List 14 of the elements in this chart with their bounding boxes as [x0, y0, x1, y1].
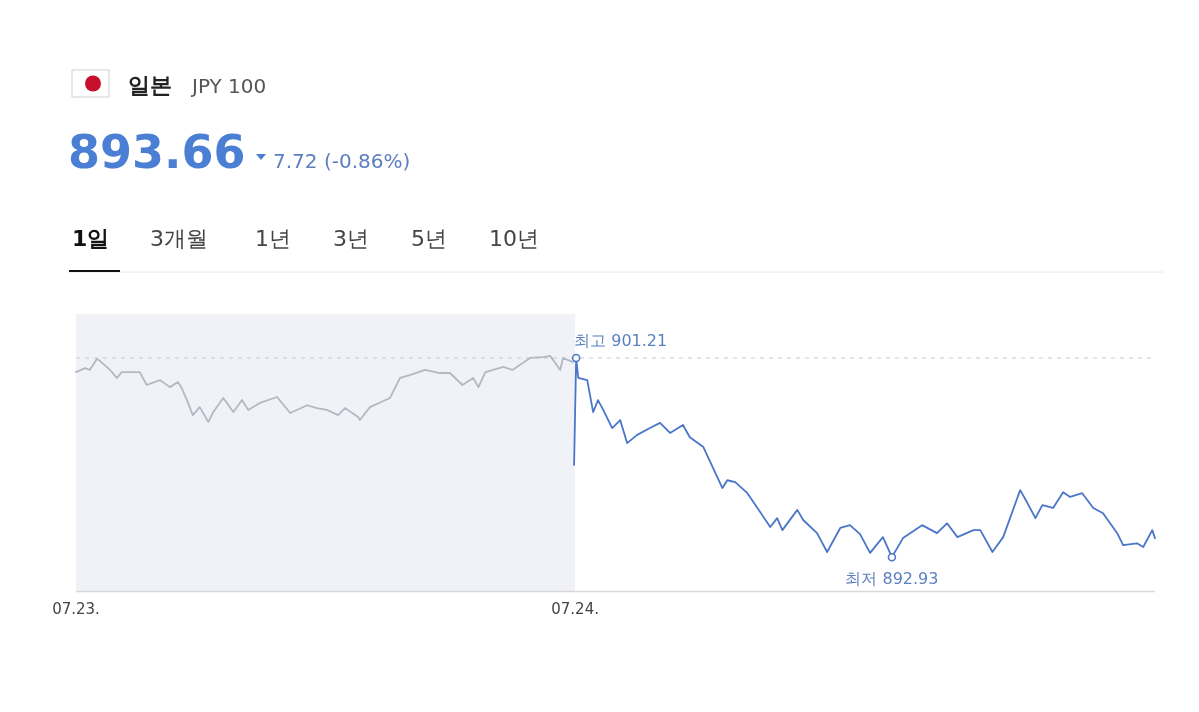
- text: 1년: [255, 226, 291, 251]
- annotation: 최고 901.21: [574, 330, 668, 350]
- text: 893.66: [68, 125, 246, 179]
- text: 1일: [72, 226, 110, 251]
- text: 7.72 (-0.86%): [273, 149, 411, 173]
- chart-title: 일본: [128, 73, 172, 98]
- chart-subtitle: JPY 100: [190, 74, 267, 98]
- annotation: 최저 892.93: [845, 569, 939, 589]
- text: 5년: [411, 226, 447, 251]
- text: 10년: [489, 226, 539, 251]
- x-tick-label: 07.24.: [551, 600, 599, 618]
- text: 3년: [333, 226, 369, 251]
- text: 3개월: [150, 226, 208, 251]
- x-tick-label: 07.23.: [52, 600, 100, 618]
